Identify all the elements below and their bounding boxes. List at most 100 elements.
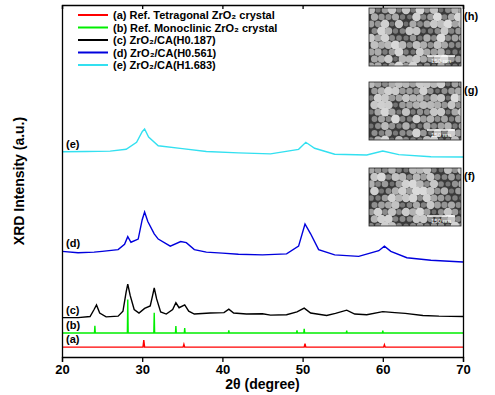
sem-grain	[439, 168, 444, 172]
sem-grain	[412, 27, 420, 35]
sem-image	[369, 168, 461, 226]
sem-grain	[430, 180, 438, 188]
sem-grain	[403, 63, 410, 66]
sem-grain	[410, 35, 416, 41]
sem-grain	[435, 28, 441, 34]
sem-grain	[452, 168, 458, 173]
sem-grain	[402, 122, 409, 129]
sem-grain	[369, 180, 375, 187]
sem-grain	[381, 136, 390, 140]
sem-inset: 150 nm(g)	[367, 80, 478, 145]
sem-grain	[388, 108, 395, 115]
sem-grain	[410, 223, 416, 226]
trace-label: (a)	[66, 333, 80, 345]
sem-grain	[403, 168, 408, 173]
tick: 40	[216, 357, 230, 377]
sem-grain	[396, 95, 403, 102]
sem-grain	[402, 108, 410, 116]
sem-grain	[395, 20, 403, 28]
sem-grain	[448, 174, 455, 181]
sem-grain	[423, 20, 430, 27]
sem-grain	[413, 101, 420, 108]
sem-grain	[391, 114, 400, 123]
sem-grain	[382, 8, 389, 13]
sem-grain	[369, 223, 374, 226]
sem-grain	[377, 172, 386, 181]
sem-grain	[370, 41, 378, 49]
tick: 50	[296, 357, 310, 377]
sem-grain	[392, 187, 399, 194]
sem-grain	[402, 82, 410, 88]
sem-grain	[420, 174, 427, 181]
sem-grain	[452, 35, 459, 42]
sem-grain	[445, 195, 451, 201]
scale-bar-label: 150 nm	[431, 58, 451, 64]
sem-grain	[458, 108, 461, 117]
sem-grain	[393, 103, 398, 108]
sem-grain	[388, 168, 396, 174]
sem-grain	[432, 210, 437, 215]
sem-grain	[445, 8, 451, 13]
scale-bar	[427, 55, 455, 57]
sem-grain	[444, 122, 452, 130]
sem-grain	[424, 209, 431, 216]
sem-grain	[412, 129, 421, 138]
sem-grain	[438, 123, 445, 130]
sem-grain	[369, 8, 375, 14]
sem-grain	[396, 109, 401, 114]
legend: (a) Ref. Tetragonal ZrO₂ crystal(b) Ref.…	[78, 9, 277, 71]
sem-grain	[369, 137, 374, 140]
sem-grain	[407, 116, 412, 121]
sem-grain	[389, 123, 395, 129]
sem-grain	[446, 96, 451, 101]
sem-grain	[375, 181, 381, 187]
axis-line	[62, 6, 63, 358]
inset-label: (g)	[464, 84, 478, 96]
sem-grain	[378, 55, 385, 62]
sem-grain	[369, 168, 375, 174]
sem-grain	[395, 48, 404, 57]
legend-swatch	[78, 64, 108, 66]
sem-grain	[437, 94, 445, 102]
sem-grain	[371, 13, 378, 20]
sem-grain	[449, 116, 454, 121]
sem-grain	[452, 181, 458, 187]
legend-label: (c) ZrO₂/CA(H0.187)	[113, 34, 216, 46]
sem-grain	[417, 21, 423, 27]
sem-grain	[375, 82, 382, 87]
sem-grain	[396, 168, 402, 173]
sem-grain	[431, 49, 438, 56]
legend-label: (b) Ref. Monoclinic ZrO₂ crystal	[113, 22, 277, 34]
sem-grain	[452, 195, 457, 200]
inset-label: (h)	[464, 10, 478, 22]
sem-grain	[389, 35, 395, 41]
sem-grain	[403, 35, 408, 40]
sem-grain	[455, 28, 461, 35]
sem-grain	[409, 94, 417, 102]
sem-grain	[441, 41, 448, 48]
sem-grain	[437, 108, 445, 116]
sem-grain	[421, 14, 427, 20]
sem-grain	[382, 195, 389, 202]
sem-grain	[452, 21, 459, 28]
sem-grain	[369, 34, 375, 42]
legend-label: (d) ZrO₂/CA(H0.561)	[113, 47, 217, 59]
tick	[303, 5, 304, 9]
tick: 60	[376, 357, 390, 377]
sem-grain	[439, 8, 444, 12]
sem-grain	[427, 42, 433, 48]
sem-grain	[369, 62, 375, 66]
sem-grain	[434, 116, 440, 122]
trace-label: (d)	[66, 237, 80, 249]
sem-grain	[400, 28, 406, 34]
sem-grain	[406, 130, 412, 136]
sem-grain	[400, 202, 405, 207]
sem-grain	[378, 115, 385, 122]
sem-grain	[431, 168, 436, 173]
scale-bar	[427, 129, 455, 131]
sem-grain	[438, 195, 445, 202]
sem-grain	[406, 188, 413, 195]
sem-grain	[449, 28, 455, 34]
sem-grain	[391, 87, 400, 96]
sem-grain	[455, 56, 461, 63]
